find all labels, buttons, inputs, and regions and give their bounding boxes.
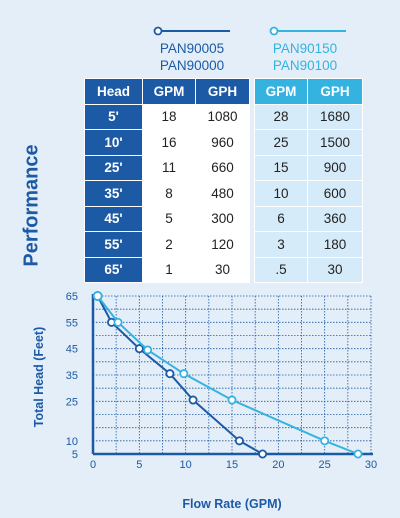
legend-series-a: PAN90005 PAN90000: [150, 26, 234, 74]
x-tick-label: 25: [319, 459, 331, 471]
cell-gph-b: 1500: [307, 129, 363, 156]
cell-gph-b: 180: [307, 231, 363, 258]
series-2-point: [179, 369, 189, 379]
y-tick-label: 25: [66, 396, 78, 408]
cell-gph-a: 660: [195, 154, 250, 181]
cell-gpm-b: 28: [254, 103, 308, 130]
series-2-point: [143, 345, 153, 355]
y-tick-label: 35: [66, 370, 78, 382]
cell-gpm-b: 10: [254, 180, 308, 207]
x-tick-label: 5: [136, 459, 142, 471]
cell-gph-b: 600: [307, 180, 363, 207]
cell-gph-a: 960: [195, 129, 250, 156]
series-1-point: [258, 449, 268, 459]
y-tick-label: 65: [66, 291, 78, 303]
table-row: 25' 11 660 15 900: [84, 154, 363, 181]
header-gph-a: GPH: [195, 78, 250, 105]
legend-a-model-2: PAN90000: [159, 58, 225, 73]
cell-gpm-a: 1: [142, 256, 196, 283]
cell-gph-b: 360: [307, 205, 363, 232]
chart-series: [92, 291, 363, 459]
x-tick-label: 0: [90, 459, 96, 471]
cell-head: 10': [84, 129, 143, 156]
cell-head: 5': [84, 103, 143, 130]
y-tick-label: 10: [66, 436, 78, 448]
cell-gph-b: 900: [307, 154, 363, 181]
cell-gpm-a: 11: [142, 154, 196, 181]
legend-a-model-1: PAN90005: [159, 41, 225, 56]
series-1-point: [188, 395, 198, 405]
cell-gpm-b: 25: [254, 129, 308, 156]
series-2-point: [227, 395, 237, 405]
cell-head: 65': [84, 256, 143, 283]
cell-gpm-a: 18: [142, 103, 196, 130]
cell-gpm-b: 6: [254, 205, 308, 232]
table-row: 45' 5 300 6 360: [84, 205, 363, 232]
header-head: Head: [84, 78, 143, 105]
series-2-point: [320, 436, 330, 446]
header-gpm-b: GPM: [254, 78, 308, 105]
cell-gpm-a: 8: [142, 180, 196, 207]
cell-gph-b: 1680: [307, 103, 363, 130]
header-gpm-a: GPM: [142, 78, 196, 105]
cell-head: 45': [84, 205, 143, 232]
series-2-point: [353, 449, 363, 459]
performance-table: Head GPM GPH GPM GPH 5' 18 1080 28 1680 10' 16…: [84, 78, 363, 283]
legend-line-marker-a: [153, 26, 230, 36]
series-2-point: [92, 291, 103, 301]
chart-grid: [92, 295, 372, 455]
cell-gph-a: 480: [195, 180, 250, 207]
cell-gpm-a: 16: [142, 129, 196, 156]
cell-gph-b: 30: [307, 256, 363, 283]
x-axis-label: Flow Rate (GPM): [182, 497, 281, 511]
table-row: 35' 8 480 10 600: [84, 180, 363, 207]
cell-gpm-b: 15: [254, 154, 308, 181]
y-tick-label: 45: [66, 344, 78, 356]
y-tick-label: 55: [66, 317, 78, 329]
x-tick-label: 30: [365, 459, 377, 471]
table-header-row: Head GPM GPH GPM GPH: [84, 78, 363, 105]
cell-gph-a: 1080: [195, 103, 250, 130]
legend-series-b: PAN90150 PAN90100: [260, 26, 350, 74]
performance-title: Performance: [2, 130, 62, 280]
cell-gpm-b: .5: [254, 256, 308, 283]
chart-axes: [91, 294, 373, 456]
performance-title-text: Performance: [20, 143, 43, 267]
x-tick-label: 10: [180, 459, 192, 471]
x-tick-label: 20: [272, 459, 284, 471]
legend-b-model-2: PAN90100: [272, 58, 338, 73]
series-2-point: [113, 317, 123, 327]
legend-b-model-1: PAN90150: [272, 41, 338, 56]
y-axis-label: Total Head (Feet): [32, 327, 46, 427]
x-tick-label: 15: [226, 459, 238, 471]
header-gph-b: GPH: [307, 78, 363, 105]
legend-line-marker-b: [269, 26, 346, 36]
cell-gph-a: 120: [195, 231, 250, 258]
table-row: 65' 1 30.5 30: [84, 256, 363, 283]
cell-gph-a: 30: [195, 256, 250, 283]
series-1-point: [234, 436, 244, 446]
cell-head: 25': [84, 154, 143, 181]
series-1-point: [165, 369, 175, 379]
cell-gph-a: 300: [195, 205, 250, 232]
cell-gpm-a: 5: [142, 205, 196, 232]
table-row: 5' 18 1080 28 1680: [84, 103, 363, 130]
table-row: 10' 16 960 25 1500: [84, 129, 363, 156]
table-row: 55' 2 120 3 180: [84, 231, 363, 258]
cell-head: 35': [84, 180, 143, 207]
series-1-point: [134, 344, 144, 354]
y-tick-label: 5: [72, 449, 78, 461]
cell-gpm-b: 3: [254, 231, 308, 258]
cell-head: 55': [84, 231, 143, 258]
cell-gpm-a: 2: [142, 231, 196, 258]
